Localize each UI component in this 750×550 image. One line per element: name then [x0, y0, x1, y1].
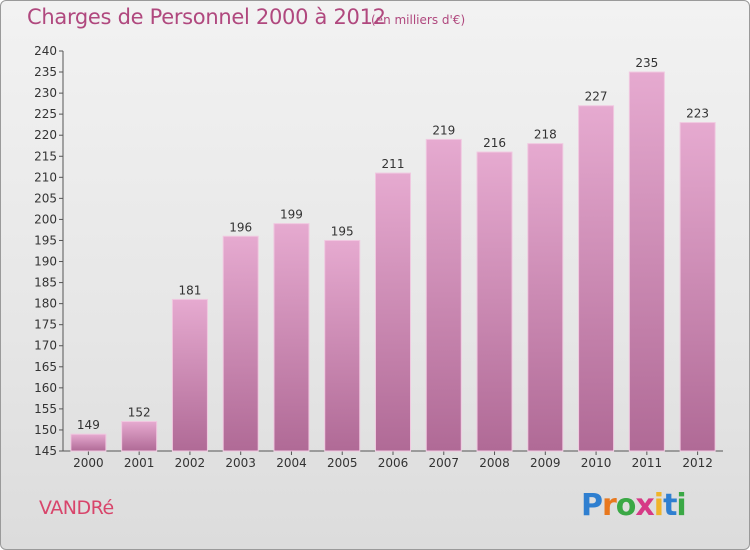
y-tick-label: 225 — [34, 107, 57, 121]
bar-value-label: 196 — [229, 220, 252, 234]
logo-letter: i — [653, 488, 664, 523]
y-tick-label: 145 — [34, 444, 57, 458]
x-tick-label: 2000 — [73, 456, 104, 470]
y-tick-label: 160 — [34, 381, 57, 395]
bar — [527, 143, 564, 452]
bar — [222, 235, 259, 452]
x-tick-label: 2006 — [378, 456, 409, 470]
bar-value-label: 227 — [585, 90, 608, 104]
x-tick-label: 2011 — [632, 456, 663, 470]
bar-value-label: 235 — [635, 56, 658, 70]
x-tick-label: 2003 — [225, 456, 256, 470]
x-tick-label: 2010 — [581, 456, 612, 470]
bar — [578, 105, 615, 452]
y-tick-label: 230 — [34, 86, 57, 100]
x-tick-label: 2009 — [530, 456, 561, 470]
chart-subtitle: (en milliers d'€) — [371, 13, 466, 27]
y-tick-label: 205 — [34, 191, 57, 205]
y-tick-label: 190 — [34, 255, 57, 269]
bar — [375, 172, 411, 452]
bar-value-label: 181 — [178, 283, 201, 297]
axis-layer: 145 150 155 160 165 170 175 180 185 190 195 200 205 2… — [34, 44, 723, 470]
logo-letter: x — [635, 488, 654, 523]
bar — [324, 239, 361, 452]
y-tick-label: 240 — [34, 44, 57, 58]
bar-value-label: 195 — [331, 224, 354, 238]
y-tick-label: 200 — [34, 212, 57, 226]
y-tick-label: 175 — [34, 318, 57, 332]
y-tick-label: 235 — [34, 65, 57, 79]
y-tick-label: 215 — [34, 149, 57, 163]
logo-letter: P — [581, 488, 603, 523]
logo-letter: o — [615, 488, 637, 523]
logo-letter: t — [663, 488, 677, 523]
bar-value-label: 219 — [432, 123, 455, 137]
proxiti-logo[interactable]: Proxiti — [581, 488, 687, 523]
logo-letter: i — [676, 488, 686, 523]
bar — [679, 122, 716, 452]
y-tick-label: 220 — [34, 128, 57, 142]
bars-layer: 149 152 181 196 199 195 211 219 216 218 227 235 223 — [70, 56, 716, 452]
bar — [476, 151, 513, 452]
commune-name: VANDRé — [39, 497, 114, 519]
y-tick-label: 165 — [34, 360, 57, 374]
chart-title: Charges de Personnel 2000 à 2012 — [27, 5, 386, 29]
bar-value-label: 223 — [686, 107, 709, 121]
bar — [70, 433, 107, 452]
bar-value-label: 218 — [534, 128, 557, 142]
bar-value-label: 211 — [382, 157, 405, 171]
x-tick-label: 2012 — [682, 456, 713, 470]
x-tick-label: 2001 — [124, 456, 155, 470]
bar-value-label: 149 — [77, 418, 100, 432]
bar-value-label: 216 — [483, 136, 506, 150]
y-tick-label: 180 — [34, 297, 57, 311]
y-tick-label: 150 — [34, 423, 57, 437]
bar-value-label: 152 — [128, 406, 151, 420]
bar-value-label: 199 — [280, 208, 303, 222]
y-tick-label: 185 — [34, 276, 57, 290]
x-tick-label: 2005 — [327, 456, 358, 470]
y-tick-label: 170 — [34, 339, 57, 353]
x-tick-label: 2007 — [428, 456, 459, 470]
x-tick-label: 2004 — [276, 456, 307, 470]
bar — [121, 421, 158, 452]
bar — [273, 223, 310, 452]
y-tick-label: 210 — [34, 170, 57, 184]
bar — [171, 298, 208, 452]
x-tick-label: 2002 — [175, 456, 206, 470]
y-tick-label: 195 — [34, 233, 57, 247]
x-tick-label: 2008 — [479, 456, 510, 470]
logo-letter: r — [602, 488, 617, 523]
y-tick-label: 155 — [34, 402, 57, 416]
bar — [425, 138, 462, 452]
bar — [628, 71, 665, 452]
